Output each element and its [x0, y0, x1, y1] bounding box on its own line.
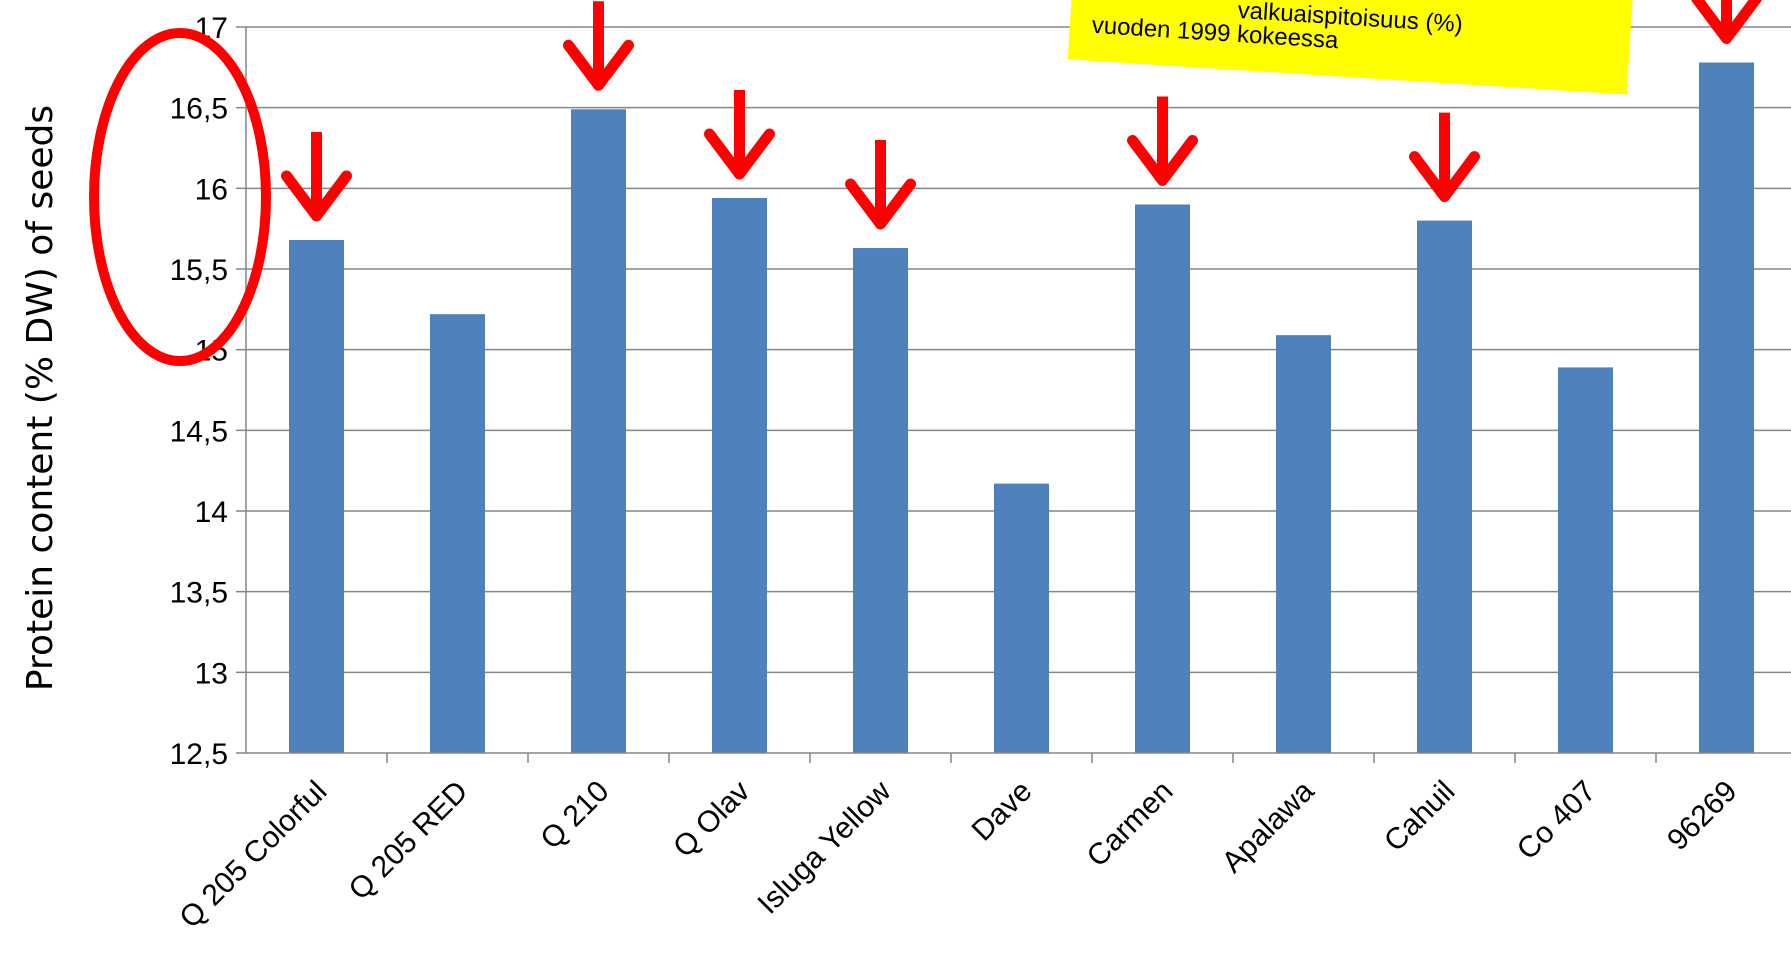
highlight-arrows	[281, 0, 1762, 230]
y-axis-highlight-ellipse	[89, 28, 271, 366]
x-tick-label: Apalawa	[1216, 774, 1321, 879]
x-tick-label: Co 407	[1511, 775, 1603, 867]
y-tick-label: 16	[195, 173, 228, 206]
arrow-head	[281, 170, 352, 222]
y-tick-label: 12,5	[170, 738, 228, 771]
bars	[289, 62, 1754, 754]
annotation-note: valkuaispitoisuus (%) vuoden 1999 kokees…	[1067, 0, 1634, 95]
gridlines	[246, 26, 1791, 674]
bar	[994, 483, 1049, 753]
y-tick-label: 15,5	[170, 254, 228, 287]
x-tick-labels: Q 205 Colorful Q 205 RED Q 210 Q OlavIsluga…	[173, 774, 1743, 934]
x-tick-label: Q 210	[534, 775, 615, 856]
x-tick-label: Dave	[966, 775, 1039, 848]
x-tick-label: 96269	[1661, 775, 1743, 857]
x-tick-label: Q 205 Colorful	[173, 775, 333, 935]
x-tick-label: Cahuil	[1378, 775, 1461, 858]
bar	[430, 314, 485, 753]
axes	[236, 26, 1791, 763]
x-tick-label: Carmen	[1081, 775, 1180, 874]
x-tick-label: Q Olav	[667, 775, 756, 864]
bar	[853, 248, 908, 753]
bar	[1558, 367, 1613, 753]
arrow-head	[1691, 0, 1762, 44]
arrow-head	[1127, 134, 1198, 186]
y-tick-label: 14,5	[170, 415, 228, 448]
arrow-head	[704, 128, 775, 180]
y-axis-label: Protein content (% DW) of seeds	[20, 105, 61, 691]
arrow-head	[845, 178, 916, 230]
bar	[1699, 62, 1754, 753]
arrow-head	[1409, 151, 1480, 203]
bar	[571, 109, 626, 753]
x-tick-label: Q 205 RED	[343, 775, 475, 907]
bar	[1417, 220, 1472, 754]
bar	[1276, 335, 1331, 753]
y-tick-label: 14	[195, 496, 228, 529]
bar	[1135, 204, 1190, 753]
arrow-head	[563, 39, 634, 91]
bar	[289, 239, 344, 753]
x-tick-label: Isluga Yellow	[751, 774, 897, 920]
bar	[712, 198, 767, 754]
note-background	[1067, 0, 1634, 95]
y-tick-label: 13,5	[170, 577, 228, 610]
y-tick-label: 16,5	[170, 93, 228, 126]
y-tick-label: 13	[195, 657, 228, 690]
